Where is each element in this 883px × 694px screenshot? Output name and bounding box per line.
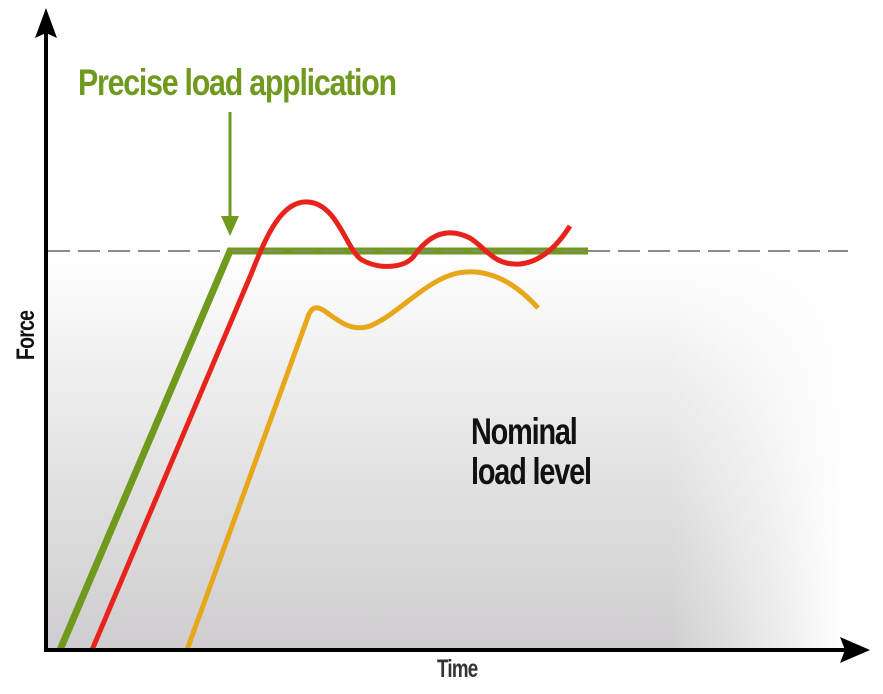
y-axis-label: Force <box>12 310 40 360</box>
shaded-region-fade <box>45 252 845 650</box>
nominal-label-line2: load level <box>471 451 592 492</box>
orange-undershoot-curve <box>184 269 540 651</box>
nominal-load-label: Nominal load level <box>471 411 592 492</box>
red-oscillating-curve <box>89 199 573 651</box>
annotation-arrow-head-icon <box>221 216 239 236</box>
x-axis-label: Time <box>437 655 478 683</box>
x-axis-arrow-icon <box>840 637 870 663</box>
y-axis-arrow-icon <box>35 8 57 38</box>
green-precise-curve <box>56 247 588 652</box>
nominal-label-line1: Nominal <box>471 411 578 452</box>
chart-title: Precise load application <box>78 62 397 103</box>
